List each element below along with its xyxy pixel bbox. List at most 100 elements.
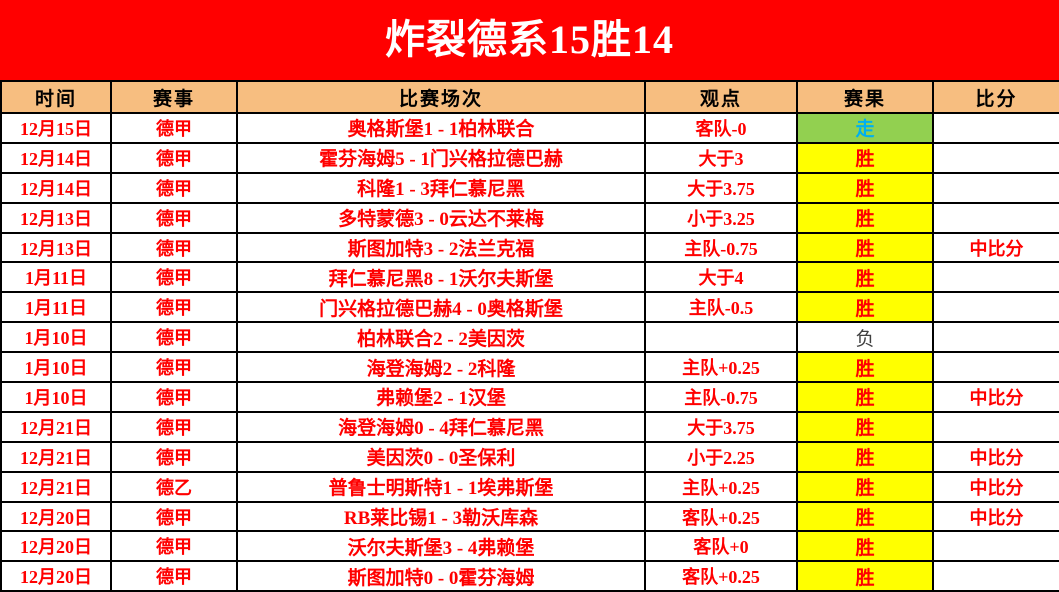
cell-league: 德甲 <box>110 410 238 443</box>
table-row: 1月11日 德甲 拜仁慕尼黑8 - 1沃尔夫斯堡 大于4 胜 <box>0 261 1059 294</box>
cell-league: 德甲 <box>110 381 238 413</box>
status-badge: 胜 <box>796 410 934 443</box>
cell-match: 海登海姆0 - 4拜仁慕尼黑 <box>236 410 646 443</box>
cell-time: 12月21日 <box>0 440 112 473</box>
cell-league: 德甲 <box>110 231 238 264</box>
status-badge: 胜 <box>796 201 934 234</box>
status-badge: 胜 <box>796 470 934 503</box>
table-row: 1月11日 德甲 门兴格拉德巴赫4 - 0奥格斯堡 主队-0.5 胜 <box>0 291 1059 324</box>
cell-match: 多特蒙德3 - 0云达不莱梅 <box>236 201 646 234</box>
cell-score: 中比分 <box>932 381 1059 413</box>
title-banner: 炸裂德系15胜14 <box>0 0 1059 80</box>
column-header-match: 比赛场次 <box>236 80 646 114</box>
status-badge: 胜 <box>796 291 934 324</box>
table-header: 时间 赛事 比赛场次 观点 赛果 比分 <box>0 80 1059 114</box>
status-badge: 胜 <box>796 560 934 592</box>
column-header-view: 观点 <box>644 80 798 114</box>
table-row: 12月21日 德乙 普鲁士明斯特1 - 1埃弗斯堡 主队+0.25 胜中比分 <box>0 470 1059 503</box>
cell-view: 大于3.75 <box>644 171 798 204</box>
page-title: 炸裂德系15胜14 <box>385 17 674 62</box>
cell-time: 12月15日 <box>0 112 112 144</box>
cell-league: 德甲 <box>110 112 238 144</box>
cell-score <box>932 560 1059 592</box>
cell-time: 12月20日 <box>0 500 112 533</box>
cell-score <box>932 171 1059 204</box>
cell-time: 12月21日 <box>0 470 112 503</box>
cell-score <box>932 141 1059 174</box>
cell-match: 科隆1 - 3拜仁慕尼黑 <box>236 171 646 204</box>
cell-league: 德甲 <box>110 500 238 533</box>
column-header-time: 时间 <box>0 80 112 114</box>
cell-score <box>932 321 1059 354</box>
cell-match: 霍芬海姆5 - 1门兴格拉德巴赫 <box>236 141 646 174</box>
table-row: 12月14日 德甲 霍芬海姆5 - 1门兴格拉德巴赫 大于3 胜 <box>0 141 1059 174</box>
cell-time: 1月10日 <box>0 321 112 354</box>
status-badge: 胜 <box>796 500 934 533</box>
cell-match: 斯图加特0 - 0霍芬海姆 <box>236 560 646 592</box>
cell-league: 德甲 <box>110 440 238 473</box>
table-row: 12月15日 德甲 奥格斯堡1 - 1柏林联合 客队-0 走 <box>0 112 1059 144</box>
cell-match: RB莱比锡1 - 3勒沃库森 <box>236 500 646 533</box>
cell-league: 德乙 <box>110 470 238 503</box>
cell-view: 小于3.25 <box>644 201 798 234</box>
cell-score <box>932 291 1059 324</box>
status-badge: 胜 <box>796 141 934 174</box>
cell-match: 美因茨0 - 0圣保利 <box>236 440 646 473</box>
cell-league: 德甲 <box>110 261 238 294</box>
cell-match: 柏林联合2 - 2美因茨 <box>236 321 646 354</box>
cell-time: 12月14日 <box>0 171 112 204</box>
column-header-league: 赛事 <box>110 80 238 114</box>
cell-score <box>932 410 1059 443</box>
cell-view: 客队+0.25 <box>644 500 798 533</box>
status-badge: 负 <box>796 321 934 354</box>
match-results-table: 时间 赛事 比赛场次 观点 赛果 比分 12月15日 德甲 奥格斯堡1 - 1柏林联… <box>0 80 1059 592</box>
status-badge: 走 <box>796 112 934 144</box>
cell-league: 德甲 <box>110 141 238 174</box>
cell-view: 小于2.25 <box>644 440 798 473</box>
cell-view: 主队-0.5 <box>644 291 798 324</box>
cell-match: 普鲁士明斯特1 - 1埃弗斯堡 <box>236 470 646 503</box>
cell-view: 客队+0.25 <box>644 560 798 592</box>
cell-time: 12月20日 <box>0 560 112 592</box>
cell-time: 12月13日 <box>0 231 112 264</box>
cell-score: 中比分 <box>932 231 1059 264</box>
table-body: 12月15日 德甲 奥格斯堡1 - 1柏林联合 客队-0 走 12月14日 德甲 霍芬海姆5 … <box>0 112 1059 592</box>
status-badge: 胜 <box>796 440 934 473</box>
cell-view: 大于3.75 <box>644 410 798 443</box>
cell-view: 主队-0.75 <box>644 231 798 264</box>
column-header-score: 比分 <box>932 80 1059 114</box>
cell-time: 1月11日 <box>0 291 112 324</box>
cell-league: 德甲 <box>110 560 238 592</box>
status-badge: 胜 <box>796 351 934 384</box>
cell-view: 大于4 <box>644 261 798 294</box>
header-row: 时间 赛事 比赛场次 观点 赛果 比分 <box>0 80 1059 114</box>
cell-league: 德甲 <box>110 171 238 204</box>
table-row: 12月20日 德甲 RB莱比锡1 - 3勒沃库森 客队+0.25 胜中比分 <box>0 500 1059 533</box>
cell-match: 奥格斯堡1 - 1柏林联合 <box>236 112 646 144</box>
cell-time: 12月14日 <box>0 141 112 174</box>
cell-view: 主队+0.25 <box>644 470 798 503</box>
table-row: 12月21日 德甲 美因茨0 - 0圣保利 小于2.25 胜中比分 <box>0 440 1059 473</box>
cell-time: 12月21日 <box>0 410 112 443</box>
cell-league: 德甲 <box>110 201 238 234</box>
cell-time: 12月13日 <box>0 201 112 234</box>
status-badge: 胜 <box>796 381 934 413</box>
cell-score <box>932 261 1059 294</box>
cell-view: 主队+0.25 <box>644 351 798 384</box>
cell-score <box>932 351 1059 384</box>
cell-score: 中比分 <box>932 500 1059 533</box>
cell-view: 主队-0.75 <box>644 381 798 413</box>
table-row: 12月13日 德甲 斯图加特3 - 2法兰克福 主队-0.75 胜中比分 <box>0 231 1059 264</box>
status-badge: 胜 <box>796 231 934 264</box>
cell-match: 海登海姆2 - 2科隆 <box>236 351 646 384</box>
cell-match: 门兴格拉德巴赫4 - 0奥格斯堡 <box>236 291 646 324</box>
cell-time: 1月10日 <box>0 381 112 413</box>
table-row: 12月21日 德甲 海登海姆0 - 4拜仁慕尼黑 大于3.75 胜 <box>0 410 1059 443</box>
cell-score: 中比分 <box>932 440 1059 473</box>
cell-score: 中比分 <box>932 470 1059 503</box>
cell-match: 拜仁慕尼黑8 - 1沃尔夫斯堡 <box>236 261 646 294</box>
table-row: 1月10日 德甲 柏林联合2 - 2美因茨 负 <box>0 321 1059 354</box>
table-row: 1月10日 德甲 弗赖堡2 - 1汉堡 主队-0.75 胜中比分 <box>0 381 1059 413</box>
column-header-result: 赛果 <box>796 80 934 114</box>
